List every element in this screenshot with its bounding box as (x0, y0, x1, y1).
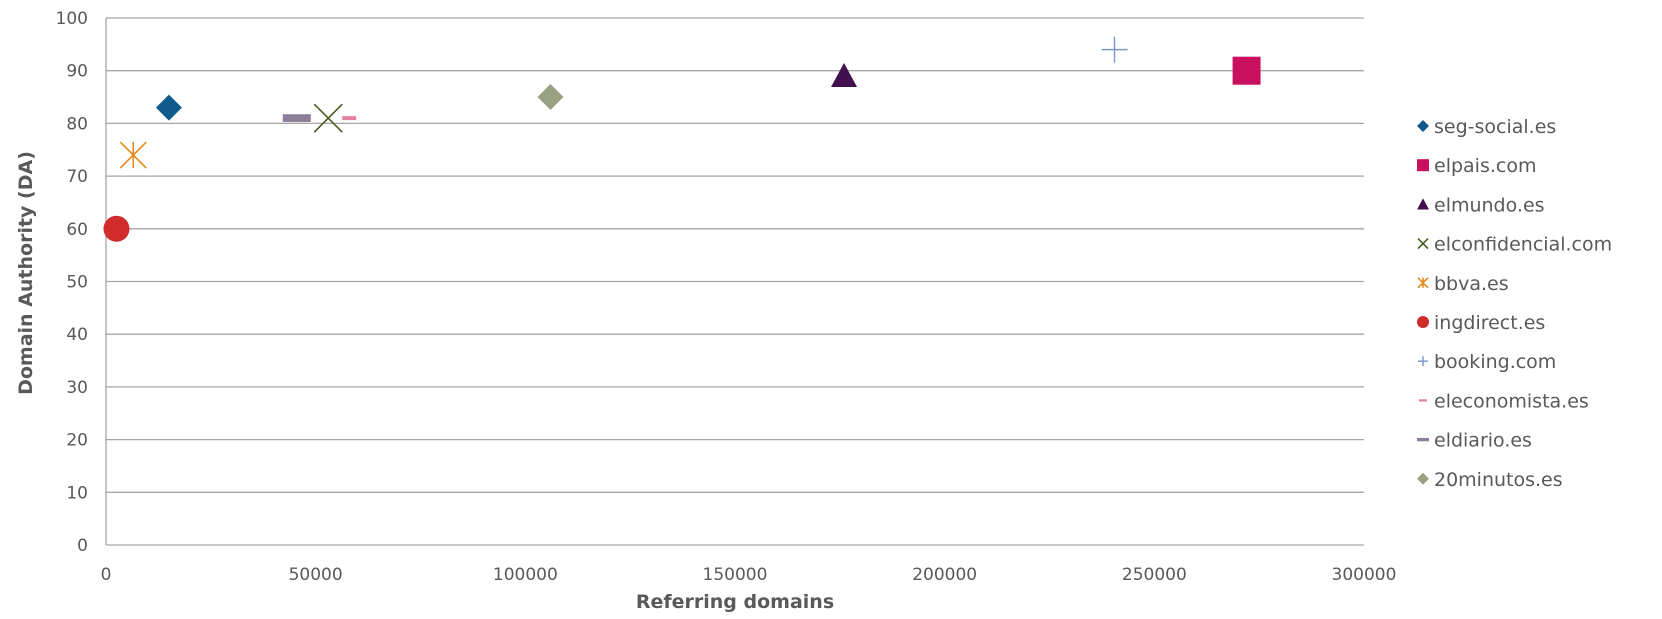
data-point-2 (831, 62, 858, 88)
data-point-4 (119, 141, 147, 169)
legend-item: elpais.com (1417, 155, 1536, 177)
data-point-9 (537, 84, 564, 111)
x-tick-label: 50000 (289, 565, 343, 585)
legend-marker-8 (1417, 437, 1429, 442)
y-tick-label: 20 (66, 431, 88, 451)
x-tick-label: 100000 (493, 565, 558, 585)
x-tick-labels: 0 50000 100000 150000 200000 250000 300000 (101, 565, 1397, 585)
legend-label: eldiario.es (1434, 430, 1532, 452)
gridlines (105, 17, 1364, 546)
legend-marker-5 (1417, 316, 1429, 328)
y-axis-title: Domain Authority (DA) (15, 151, 37, 395)
data-point-1 (1232, 56, 1261, 85)
y-tick-label: 90 (66, 62, 88, 82)
y-tick-label: 100 (56, 9, 88, 29)
legend-marker-2 (1417, 198, 1429, 210)
data-points (103, 36, 1261, 242)
legend-item: seg-social.es (1417, 116, 1556, 138)
legend-item: eldiario.es (1417, 430, 1532, 452)
x-tick-label: 300000 (1332, 565, 1397, 585)
y-tick-label: 80 (66, 114, 88, 134)
legend-marker-4 (1417, 277, 1429, 289)
data-point-5 (103, 215, 130, 242)
y-tick-label: 60 (66, 220, 88, 240)
legend-label: 20minutos.es (1434, 469, 1563, 491)
legend-label: eleconomista.es (1434, 390, 1589, 412)
legend-label: elmundo.es (1434, 194, 1545, 216)
legend: seg-social.es elpais.com elmundo.es elconfi… (1417, 116, 1612, 491)
data-point-0 (155, 94, 182, 121)
legend-item: booking.com (1418, 351, 1556, 373)
y-tick-label: 0 (77, 536, 88, 556)
legend-label: bbva.es (1434, 273, 1509, 295)
x-tick-label: 0 (101, 565, 112, 585)
legend-item: elmundo.es (1417, 194, 1545, 216)
x-tick-label: 200000 (912, 565, 977, 585)
legend-marker-1 (1417, 159, 1429, 172)
y-tick-label: 50 (66, 273, 88, 293)
x-tick-label: 250000 (1122, 565, 1187, 585)
data-point-6 (1101, 36, 1128, 63)
legend-label: seg-social.es (1434, 116, 1556, 138)
y-tick-labels: 0 10 20 30 40 50 60 70 80 90 100 (56, 9, 88, 556)
legend-label: elpais.com (1434, 155, 1536, 177)
legend-marker-6 (1418, 356, 1428, 367)
legend-item: ingdirect.es (1417, 312, 1545, 334)
data-point-7 (342, 116, 357, 121)
legend-item: elconfidencial.com (1417, 234, 1612, 256)
legend-label: ingdirect.es (1434, 312, 1545, 334)
legend-marker-7 (1419, 399, 1427, 402)
x-tick-label: 150000 (703, 565, 768, 585)
y-tick-label: 70 (66, 167, 88, 187)
legend-label: elconfidencial.com (1434, 234, 1612, 256)
legend-item: bbva.es (1417, 273, 1509, 295)
legend-item: 20minutos.es (1417, 469, 1563, 491)
legend-marker-3 (1417, 238, 1429, 250)
x-axis-title: Referring domains (636, 591, 834, 613)
legend-marker-0 (1417, 120, 1429, 132)
y-tick-label: 30 (66, 378, 88, 398)
y-tick-label: 40 (66, 325, 88, 345)
y-tick-label: 10 (66, 483, 88, 503)
data-point-8 (282, 114, 311, 123)
legend-marker-9 (1417, 472, 1429, 485)
data-point-3 (313, 103, 343, 133)
legend-label: booking.com (1434, 351, 1556, 373)
legend-item: eleconomista.es (1419, 390, 1589, 412)
